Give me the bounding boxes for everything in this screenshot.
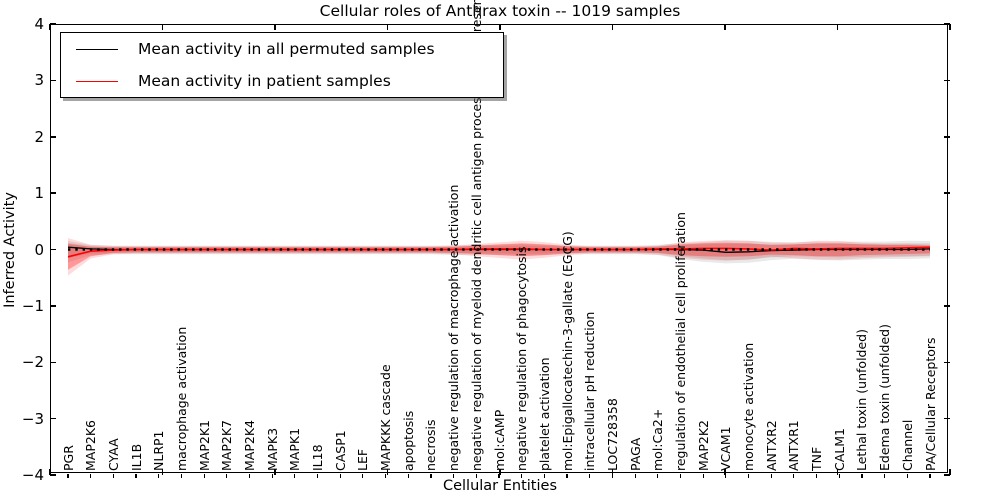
x-axis-label: Cellular Entities [442,478,558,494]
permuted-band [68,242,930,261]
tick-mark [50,79,56,82]
tick-mark [339,474,341,478]
tick-mark [815,474,818,478]
tick-mark [112,474,114,478]
patient-band-outer [68,238,930,276]
tick-mark [929,474,931,478]
tick-mark [67,474,69,478]
legend: Mean activity in all permuted samples Me… [60,32,504,98]
tick-mark [50,136,56,138]
tick-mark [611,24,614,30]
y-tick-label: 0 [34,240,44,259]
tick-mark [50,474,56,476]
y-tick-label: 4 [34,15,44,33]
chart-title: Cellular roles of Anthrax toxin -- 1019 … [319,2,681,20]
tick-mark [884,474,886,478]
tick-mark [50,417,56,420]
y-tick-label: −2 [21,353,44,372]
tick-mark [838,474,840,478]
tick-mark [521,474,523,478]
tick-mark [316,474,319,478]
tick-mark [770,474,772,478]
tick-mark [861,474,863,478]
tick-mark [453,474,455,478]
y-tick-label: 1 [34,184,44,203]
tick-mark [906,474,908,478]
tick-mark [158,474,160,478]
tick-mark [407,474,409,478]
tick-mark [725,474,727,478]
tick-mark [274,24,276,30]
tick-mark [589,474,591,478]
tick-mark [226,474,228,478]
tick-mark [702,474,704,478]
tick-mark [294,474,296,478]
tick-mark [836,24,839,30]
y-tick-label: −1 [21,296,44,315]
tick-mark [384,474,387,478]
tick-mark [430,474,432,478]
tick-mark [793,474,795,478]
y-tick-label: 2 [34,127,44,146]
tick-mark [944,474,950,476]
tick-mark [634,474,636,478]
legend-label: Mean activity in all permuted samples [138,40,435,58]
tick-mark [475,474,477,478]
y-tick-label: 3 [34,71,44,90]
tick-mark [566,474,568,478]
legend-line-red [76,80,118,82]
tick-mark [543,474,545,478]
tick-mark [50,248,56,251]
tick-mark [949,469,951,475]
tick-mark [386,24,389,30]
tick-mark [499,24,501,30]
tick-mark [679,474,682,478]
permuted-band-outer [68,240,930,264]
tick-mark [271,474,273,478]
tick-mark [50,192,56,194]
y-tick-label: −4 [21,466,44,484]
plot-area [50,24,948,473]
legend-label: Mean activity in patient samples [138,72,391,90]
tick-mark [362,474,364,478]
legend-item-patient: Mean activity in patient samples [61,66,503,96]
tick-mark [611,474,613,478]
tick-mark [50,305,56,307]
tick-mark [180,474,182,478]
tick-mark [657,474,659,478]
tick-mark [203,474,205,478]
tick-mark [248,474,251,478]
tick-mark [747,474,750,478]
tick-mark [90,474,92,478]
legend-item-permuted: Mean activity in all permuted samples [61,34,503,64]
tick-mark [161,24,164,30]
tick-mark [50,361,56,363]
y-axis-label: Inferred Activity [2,192,18,308]
y-tick-label: −3 [21,409,44,428]
tick-mark [949,24,951,30]
legend-line-black [76,48,118,50]
tick-mark [498,474,500,478]
tick-mark [135,474,137,478]
tick-mark [724,24,726,30]
